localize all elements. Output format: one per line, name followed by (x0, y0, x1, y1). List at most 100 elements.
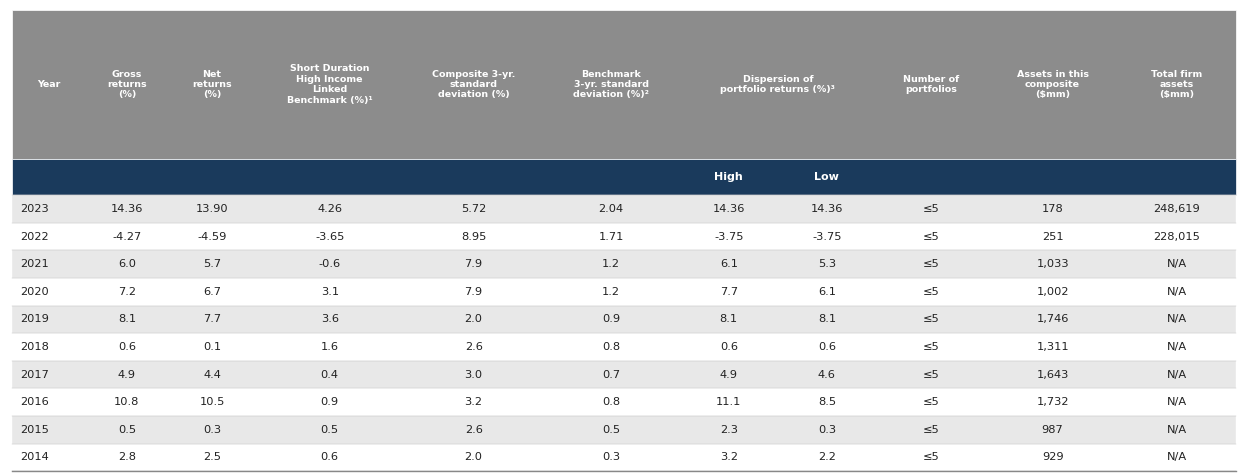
Text: 0.3: 0.3 (817, 425, 836, 435)
Bar (12, 361, 1236, 388)
Text: 0.6: 0.6 (118, 342, 135, 352)
Text: 3.2: 3.2 (720, 452, 738, 463)
Bar (12, 388, 1236, 416)
Text: N/A: N/A (1166, 425, 1187, 435)
Text: 0.8: 0.8 (602, 342, 620, 352)
Text: 14.36: 14.36 (811, 204, 843, 214)
Text: 6.7: 6.7 (202, 287, 221, 297)
Text: 11.1: 11.1 (717, 397, 741, 407)
Text: Short Duration
High Income
Linked
Benchmark (%)¹: Short Duration High Income Linked Benchm… (287, 64, 373, 105)
Text: 1,732: 1,732 (1036, 397, 1069, 407)
Text: Benchmark
3-yr. standard
deviation (%)²: Benchmark 3-yr. standard deviation (%)² (573, 69, 650, 99)
Text: 0.6: 0.6 (720, 342, 738, 352)
Text: 2.6: 2.6 (465, 342, 483, 352)
Text: N/A: N/A (1166, 259, 1187, 269)
Text: 2.0: 2.0 (465, 452, 483, 463)
Text: -4.59: -4.59 (197, 231, 226, 242)
Text: 0.6: 0.6 (320, 452, 339, 463)
Text: -3.75: -3.75 (812, 231, 842, 242)
Text: Year: Year (37, 80, 60, 89)
Text: -0.6: -0.6 (319, 259, 340, 269)
Text: 4.6: 4.6 (818, 369, 836, 380)
Text: 3.1: 3.1 (320, 287, 339, 297)
Text: 8.1: 8.1 (719, 314, 738, 325)
Bar (12, 223, 1236, 250)
Text: N/A: N/A (1166, 397, 1187, 407)
Text: -3.65: -3.65 (315, 231, 344, 242)
Text: 13.90: 13.90 (196, 204, 229, 214)
Text: ≤5: ≤5 (923, 314, 940, 325)
Text: Net
returns
(%): Net returns (%) (193, 69, 232, 99)
Text: 6.0: 6.0 (118, 259, 135, 269)
Text: Total firm
assets
($mm): Total firm assets ($mm) (1151, 69, 1202, 99)
Text: ≤5: ≤5 (923, 204, 940, 214)
Text: 248,619: 248,619 (1154, 204, 1200, 214)
Text: 2015: 2015 (20, 425, 48, 435)
Text: ≤5: ≤5 (923, 231, 940, 242)
Text: 929: 929 (1042, 452, 1063, 463)
Bar (12, 10, 1236, 159)
Text: N/A: N/A (1166, 452, 1187, 463)
Text: 0.5: 0.5 (602, 425, 620, 435)
Text: -3.75: -3.75 (714, 231, 744, 242)
Text: 8.5: 8.5 (817, 397, 836, 407)
Text: 0.9: 0.9 (320, 397, 339, 407)
Text: 178: 178 (1042, 204, 1063, 214)
Text: 0.1: 0.1 (202, 342, 221, 352)
Text: 5.7: 5.7 (202, 259, 221, 269)
Text: 5.3: 5.3 (817, 259, 836, 269)
Text: 228,015: 228,015 (1154, 231, 1200, 242)
Text: 0.3: 0.3 (602, 452, 620, 463)
Text: 1,033: 1,033 (1036, 259, 1069, 269)
Text: 2022: 2022 (20, 231, 48, 242)
Bar (12, 195, 1236, 223)
Text: 0.6: 0.6 (818, 342, 836, 352)
Text: 0.4: 0.4 (320, 369, 339, 380)
Bar (12, 416, 1236, 444)
Text: 2.6: 2.6 (465, 425, 483, 435)
Text: 2.8: 2.8 (118, 452, 135, 463)
Text: 2016: 2016 (20, 397, 48, 407)
Text: 1,643: 1,643 (1036, 369, 1069, 380)
Text: 2019: 2019 (20, 314, 48, 325)
Text: ≤5: ≤5 (923, 397, 940, 407)
Text: ≤5: ≤5 (923, 259, 940, 269)
Text: 1.6: 1.6 (320, 342, 339, 352)
Bar (12, 278, 1236, 306)
Text: Low: Low (815, 172, 840, 182)
Text: ≤5: ≤5 (923, 425, 940, 435)
Text: 4.4: 4.4 (202, 369, 221, 380)
Text: Composite 3-yr.
standard
deviation (%): Composite 3-yr. standard deviation (%) (432, 69, 515, 99)
Text: 4.9: 4.9 (720, 369, 738, 380)
Text: 2021: 2021 (20, 259, 48, 269)
Text: N/A: N/A (1166, 314, 1187, 325)
Text: 10.8: 10.8 (114, 397, 139, 407)
Text: 0.5: 0.5 (118, 425, 135, 435)
Text: 10.5: 10.5 (199, 397, 225, 407)
Text: 0.5: 0.5 (320, 425, 339, 435)
Text: Assets in this
composite
($mm): Assets in this composite ($mm) (1017, 69, 1088, 99)
Text: 6.1: 6.1 (818, 287, 836, 297)
Text: 7.7: 7.7 (719, 287, 738, 297)
Text: 7.7: 7.7 (202, 314, 221, 325)
Bar (12, 306, 1236, 333)
Text: 7.9: 7.9 (465, 259, 483, 269)
Text: 1.2: 1.2 (602, 287, 620, 297)
Bar (12, 333, 1236, 361)
Text: 5.72: 5.72 (461, 204, 487, 214)
Bar (12, 444, 1236, 471)
Text: 14.36: 14.36 (111, 204, 143, 214)
Text: 1.2: 1.2 (602, 259, 620, 269)
Text: 8.1: 8.1 (817, 314, 836, 325)
Text: 0.3: 0.3 (202, 425, 221, 435)
Text: 2014: 2014 (20, 452, 48, 463)
Text: 14.36: 14.36 (713, 204, 745, 214)
Text: 8.1: 8.1 (118, 314, 135, 325)
Text: 251: 251 (1042, 231, 1063, 242)
Text: 3.6: 3.6 (320, 314, 339, 325)
Bar (12, 250, 1236, 278)
Text: 987: 987 (1042, 425, 1063, 435)
Bar (12, 159, 1236, 195)
Text: N/A: N/A (1166, 369, 1187, 380)
Text: ≤5: ≤5 (923, 287, 940, 297)
